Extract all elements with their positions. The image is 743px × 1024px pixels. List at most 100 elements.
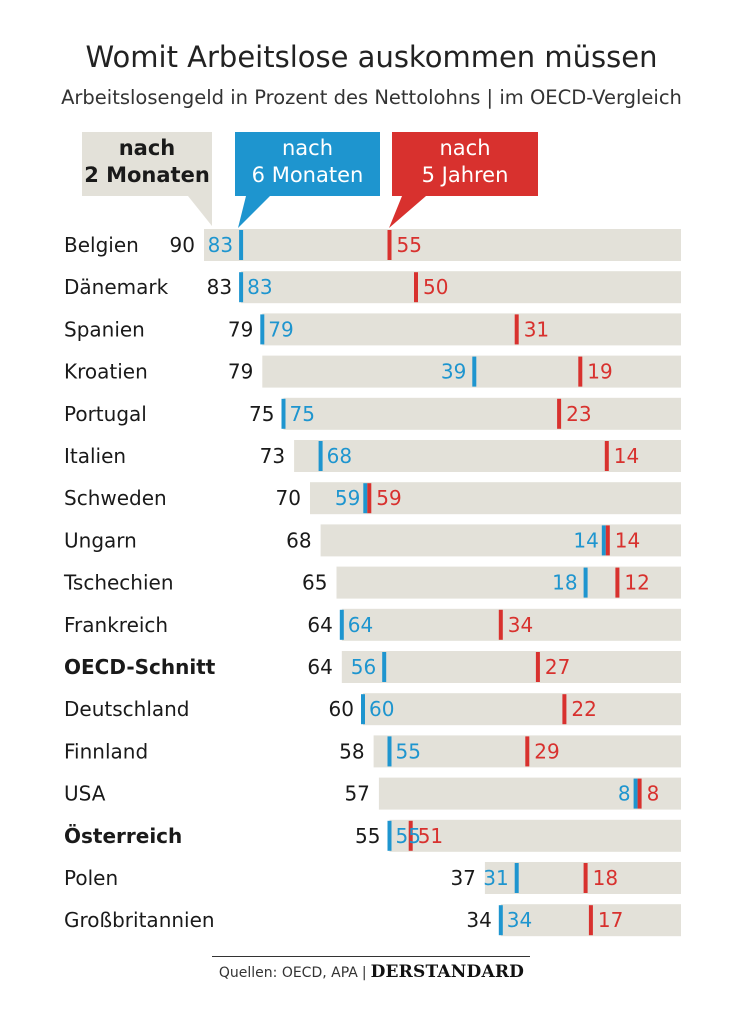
chart-subtitle: Arbeitslosengeld in Prozent des Nettoloh…: [61, 86, 682, 109]
row-label: Polen: [64, 866, 118, 890]
legend-pointer-3: [389, 196, 426, 228]
source-label: Quellen: OECD, APA: [218, 965, 358, 981]
marker-6-monate: [387, 820, 392, 851]
marker-6-monate: [498, 905, 503, 936]
marker-6-monate: [239, 230, 244, 260]
marker-5-jahre: [387, 230, 392, 260]
marker-6-monate: [361, 694, 365, 725]
value-5-jahre: 50: [423, 275, 448, 299]
marker-6-monate: [387, 736, 392, 767]
row-label: Spanien: [64, 317, 145, 341]
marker-5-jahre: [562, 694, 567, 725]
bar-2-monate: [378, 777, 681, 810]
legend-box-2: [235, 132, 380, 196]
legend-box-1: [82, 132, 212, 196]
value-2-monate: 58: [339, 739, 364, 763]
value-6-monate: 64: [348, 613, 373, 637]
marker-6-monate: [382, 652, 387, 682]
value-2-monate: 65: [302, 571, 327, 595]
legend-pointer-1: [188, 196, 212, 226]
value-5-jahre: 27: [545, 655, 570, 679]
marker-5-jahre: [367, 483, 372, 514]
bar-2-monate: [310, 482, 681, 515]
bar-2-monate: [262, 355, 681, 388]
marker-6-monate: [363, 483, 368, 514]
marker-5-jahre: [535, 652, 540, 682]
value-2-monate: 90: [170, 233, 195, 257]
marker-5-jahre: [588, 905, 593, 936]
value-5-jahre: 14: [615, 528, 640, 552]
value-2-monate: 60: [329, 697, 354, 721]
row-label: Portugal: [64, 402, 147, 426]
row-label: Großbritannien: [64, 908, 215, 932]
value-5-jahre: 22: [571, 697, 596, 721]
value-6-monate: 31: [483, 866, 508, 890]
value-2-monate: 75: [249, 402, 274, 426]
row-label: Österreich: [64, 824, 182, 848]
marker-6-monate: [239, 272, 244, 303]
marker-6-monate: [281, 398, 286, 429]
value-6-monate: 34: [507, 908, 532, 932]
value-2-monate: 70: [276, 486, 301, 510]
marker-6-monate: [339, 609, 344, 640]
bar-chart: nach 2 Monaten nach 6 Monaten nach 5 Jahren Be…: [63, 132, 681, 937]
value-6-monate: 18: [552, 571, 577, 595]
marker-5-jahre: [615, 567, 620, 598]
legend-label-1-1: nach: [119, 136, 176, 160]
marker-5-jahre: [583, 863, 588, 893]
row-label: Schweden: [64, 486, 167, 510]
value-6-monate: 14: [573, 528, 598, 552]
source-divider: [212, 956, 530, 957]
value-2-monate: 37: [450, 866, 475, 890]
value-5-jahre: 8: [647, 782, 660, 806]
value-5-jahre: 23: [566, 402, 591, 426]
marker-6-monate: [260, 314, 265, 345]
bar-2-monate: [294, 440, 681, 472]
row-label: Italien: [64, 444, 126, 468]
legend-label-2-2: 6 Monaten: [252, 163, 364, 187]
marker-5-jahre: [514, 314, 519, 345]
marker-6-monate: [318, 441, 323, 471]
row-label: Deutschland: [64, 697, 190, 721]
marker-6-monate: [601, 525, 606, 556]
marker-5-jahre: [605, 525, 610, 556]
row-label: Frankreich: [64, 613, 168, 637]
marker-5-jahre: [408, 820, 413, 851]
value-2-monate: 83: [207, 275, 232, 299]
bar-2-monate: [241, 271, 681, 304]
value-2-monate: 64: [307, 655, 332, 679]
value-6-monate: 55: [396, 824, 421, 848]
value-5-jahre: 19: [587, 360, 612, 384]
marker-6-monate: [583, 567, 588, 598]
value-2-monate: 79: [228, 317, 253, 341]
marker-5-jahre: [498, 609, 503, 640]
legend-pointer-2: [238, 196, 270, 228]
marker-5-jahre: [637, 778, 642, 809]
value-6-monate: 56: [351, 655, 376, 679]
brand-logo: DERSTANDARD: [370, 962, 525, 982]
value-6-monate: 83: [247, 275, 272, 299]
value-5-jahre: 51: [418, 824, 443, 848]
value-6-monate: 79: [268, 317, 293, 341]
value-5-jahre: 14: [614, 444, 639, 468]
value-6-monate: 83: [208, 233, 233, 257]
bar-2-monate: [262, 313, 681, 346]
value-5-jahre: 29: [534, 739, 559, 763]
bar-2-monate: [336, 566, 681, 599]
value-6-monate: 8: [618, 782, 631, 806]
value-5-jahre: 12: [624, 571, 649, 595]
bar-2-monate: [341, 608, 681, 641]
marker-5-jahre: [604, 441, 609, 471]
value-2-monate: 79: [228, 360, 253, 384]
marker-5-jahre: [525, 736, 530, 767]
bar-2-monate: [341, 651, 681, 683]
value-2-monate: 57: [344, 782, 369, 806]
row-label: USA: [64, 782, 106, 806]
value-5-jahre: 59: [376, 486, 401, 510]
marker-5-jahre: [557, 398, 562, 429]
legend-box-3: [392, 132, 538, 196]
value-5-jahre: 34: [508, 613, 533, 637]
row-label: Belgien: [64, 233, 139, 257]
bar-2-monate: [363, 693, 681, 726]
row-label: Tschechien: [63, 571, 174, 595]
